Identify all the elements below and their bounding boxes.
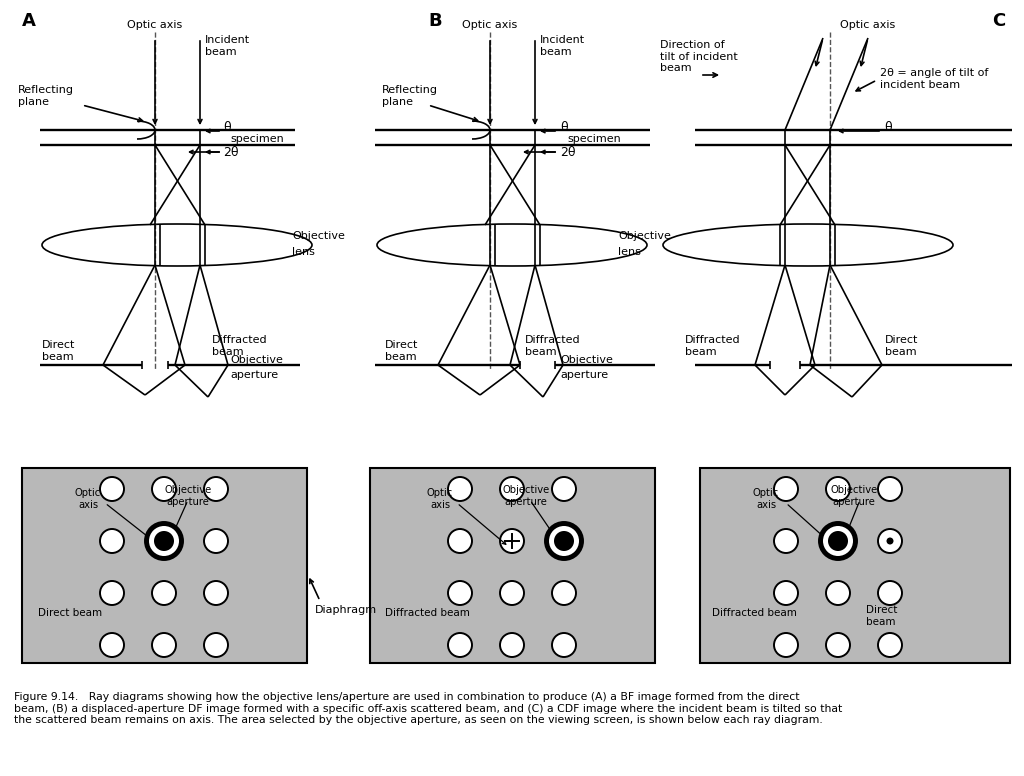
Bar (22, 468, 307, 663)
Circle shape (152, 581, 176, 605)
Circle shape (552, 581, 575, 605)
Text: Objective: Objective (618, 231, 671, 241)
Text: B: B (428, 12, 441, 30)
Text: aperture: aperture (560, 370, 608, 380)
Circle shape (774, 581, 798, 605)
Circle shape (449, 477, 472, 501)
Text: Direct
beam: Direct beam (885, 335, 919, 357)
Text: Diffracted
beam: Diffracted beam (685, 335, 740, 357)
Text: Optic axis: Optic axis (840, 20, 895, 30)
Circle shape (152, 633, 176, 657)
Bar (370, 468, 655, 663)
Text: Objective: Objective (292, 231, 345, 241)
Text: lens: lens (618, 247, 641, 257)
Text: Optic
axis: Optic axis (753, 488, 779, 510)
Circle shape (100, 633, 124, 657)
Circle shape (774, 477, 798, 501)
Circle shape (878, 581, 902, 605)
Text: Reflecting
plane: Reflecting plane (382, 85, 438, 106)
Text: Diffracted beam: Diffracted beam (385, 608, 470, 618)
Text: Objective
aperture: Objective aperture (830, 485, 878, 507)
Text: θ: θ (884, 121, 892, 134)
Text: Objective
aperture: Objective aperture (503, 485, 550, 507)
Circle shape (500, 581, 524, 605)
Text: Diffracted
beam: Diffracted beam (525, 335, 581, 357)
Circle shape (878, 633, 902, 657)
Circle shape (826, 477, 850, 501)
Circle shape (545, 522, 583, 560)
Circle shape (204, 633, 228, 657)
Text: θ: θ (223, 121, 230, 134)
Text: lens: lens (292, 247, 314, 257)
Text: Direct
beam: Direct beam (42, 340, 76, 362)
Circle shape (500, 633, 524, 657)
Circle shape (552, 633, 575, 657)
Text: Incident
beam: Incident beam (205, 35, 250, 57)
Circle shape (150, 526, 179, 556)
Circle shape (552, 477, 575, 501)
Text: Diffracted
beam: Diffracted beam (212, 335, 267, 357)
Circle shape (549, 526, 579, 556)
Circle shape (449, 529, 472, 553)
Circle shape (449, 581, 472, 605)
Circle shape (204, 477, 228, 501)
Circle shape (887, 538, 894, 545)
Circle shape (100, 581, 124, 605)
Text: Optic
axis: Optic axis (427, 488, 454, 510)
Circle shape (819, 522, 857, 560)
Bar (700, 468, 1010, 663)
Circle shape (823, 526, 853, 556)
Text: Objective: Objective (560, 355, 613, 365)
Circle shape (826, 633, 850, 657)
Circle shape (878, 477, 902, 501)
Text: Optic
axis: Optic axis (75, 488, 101, 510)
Text: 2θ = angle of tilt of
incident beam: 2θ = angle of tilt of incident beam (880, 68, 988, 89)
Circle shape (554, 531, 574, 551)
Circle shape (154, 531, 174, 551)
Circle shape (204, 581, 228, 605)
Circle shape (100, 529, 124, 553)
Text: specimen: specimen (230, 134, 284, 144)
Text: Figure 9.14.   Ray diagrams showing how the objective lens/aperture are used in : Figure 9.14. Ray diagrams showing how th… (14, 692, 843, 726)
Text: Objective: Objective (230, 355, 283, 365)
Text: Direct
beam: Direct beam (866, 605, 897, 626)
Text: Direction of
tilt of incident
beam: Direction of tilt of incident beam (660, 40, 737, 73)
Text: Diffracted beam: Diffracted beam (712, 608, 797, 618)
Circle shape (826, 581, 850, 605)
Text: Objective
aperture: Objective aperture (165, 485, 212, 507)
Circle shape (152, 477, 176, 501)
Circle shape (500, 529, 524, 553)
Circle shape (449, 633, 472, 657)
Circle shape (204, 529, 228, 553)
Text: Optic axis: Optic axis (127, 20, 182, 30)
Text: Optic axis: Optic axis (463, 20, 517, 30)
Circle shape (145, 522, 183, 560)
Text: Reflecting
plane: Reflecting plane (18, 85, 74, 106)
Circle shape (500, 477, 524, 501)
Text: C: C (992, 12, 1005, 30)
Text: aperture: aperture (230, 370, 279, 380)
Text: 2θ: 2θ (223, 146, 239, 159)
Text: Incident
beam: Incident beam (540, 35, 585, 57)
Text: specimen: specimen (567, 134, 621, 144)
Text: θ: θ (560, 121, 567, 134)
Text: Diaphragm: Diaphragm (315, 605, 377, 615)
Circle shape (828, 531, 848, 551)
Text: A: A (22, 12, 36, 30)
Text: Direct
beam: Direct beam (385, 340, 419, 362)
Circle shape (100, 477, 124, 501)
Text: 2θ: 2θ (560, 146, 575, 159)
Circle shape (774, 529, 798, 553)
Circle shape (774, 633, 798, 657)
Circle shape (878, 529, 902, 553)
Text: Direct beam: Direct beam (38, 608, 102, 618)
